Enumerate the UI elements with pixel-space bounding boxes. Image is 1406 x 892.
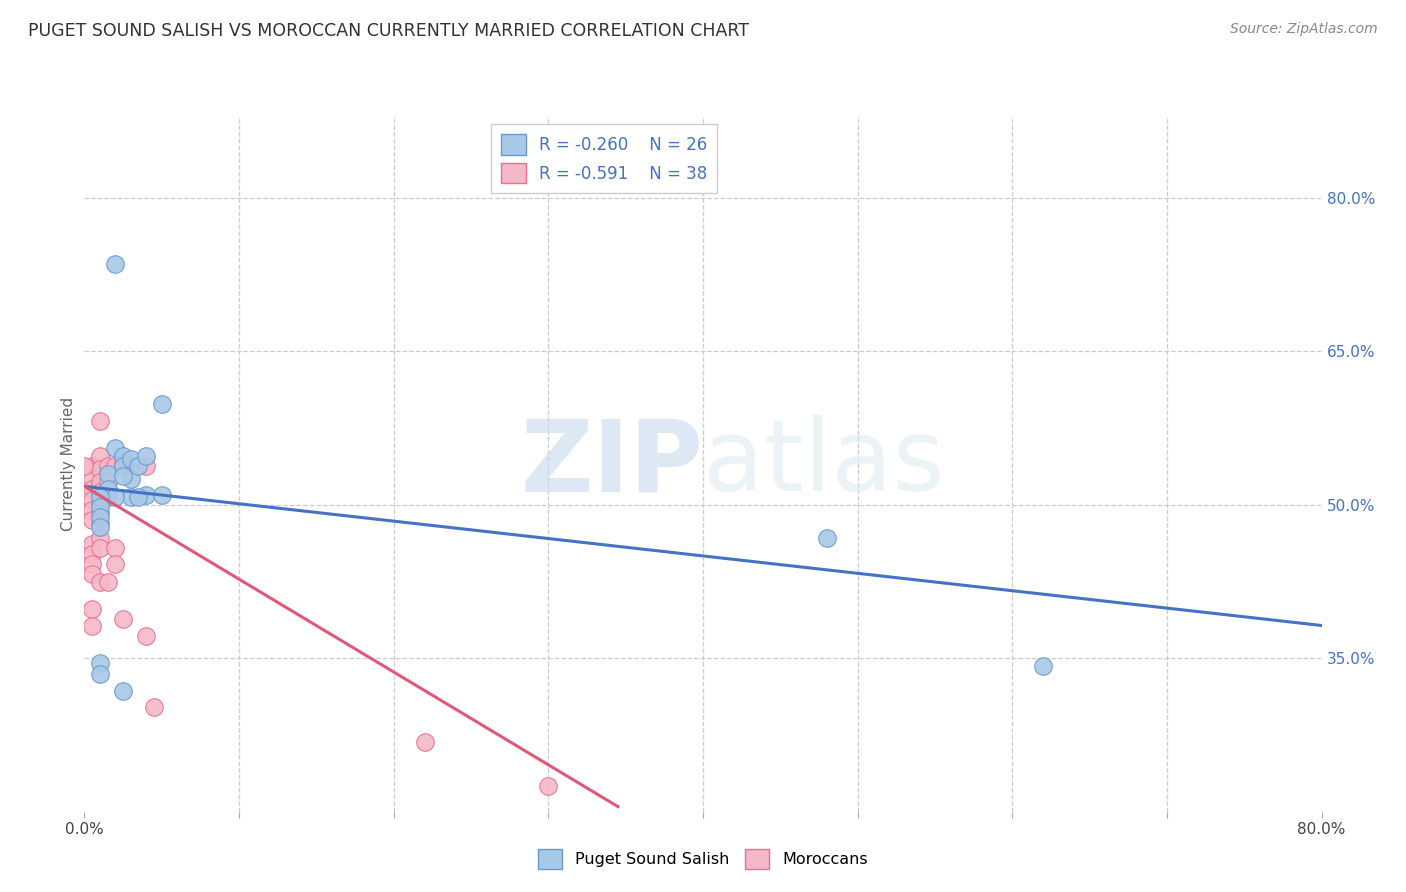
Text: Source: ZipAtlas.com: Source: ZipAtlas.com	[1230, 22, 1378, 37]
Point	[104, 458, 127, 473]
Point	[143, 700, 166, 714]
Point	[82, 503, 104, 517]
Y-axis label: Currently Married: Currently Married	[60, 397, 76, 531]
Point	[82, 567, 104, 582]
Point	[112, 684, 135, 698]
Point	[112, 612, 135, 626]
Point	[120, 472, 142, 486]
Text: atlas: atlas	[703, 416, 945, 512]
Point	[112, 458, 135, 473]
Point	[135, 449, 157, 463]
Point	[135, 629, 157, 643]
Point	[89, 574, 111, 589]
Point	[89, 490, 111, 504]
Point	[82, 602, 104, 616]
Point	[112, 455, 135, 469]
Point	[104, 490, 127, 504]
Point	[97, 574, 120, 589]
Point	[89, 496, 111, 510]
Point	[82, 472, 104, 486]
Point	[89, 414, 111, 428]
Point	[89, 485, 111, 500]
Point	[104, 557, 127, 571]
Text: PUGET SOUND SALISH VS MOROCCAN CURRENTLY MARRIED CORRELATION CHART: PUGET SOUND SALISH VS MOROCCAN CURRENTLY…	[28, 22, 749, 40]
Point	[150, 487, 173, 501]
Point	[89, 541, 111, 555]
Point	[97, 483, 120, 497]
Point	[89, 500, 111, 514]
Point	[89, 506, 111, 520]
Point	[97, 490, 120, 504]
Point	[89, 462, 111, 476]
Point	[89, 510, 111, 524]
Point	[104, 442, 127, 456]
Point	[82, 536, 104, 550]
Point	[120, 451, 142, 466]
Point	[128, 458, 150, 473]
Point	[135, 487, 157, 501]
Point	[73, 458, 96, 473]
Point	[89, 531, 111, 545]
Point	[112, 469, 135, 483]
Text: ZIP: ZIP	[520, 416, 703, 512]
Point	[82, 618, 104, 632]
Point	[89, 520, 111, 534]
Point	[104, 257, 127, 271]
Point	[128, 490, 150, 504]
Point	[89, 657, 111, 671]
Legend: R = -0.260    N = 26, R = -0.591    N = 38: R = -0.260 N = 26, R = -0.591 N = 38	[491, 124, 717, 194]
Point	[120, 490, 142, 504]
Point	[82, 547, 104, 561]
Point	[89, 516, 111, 531]
Point	[89, 449, 111, 463]
Point	[413, 735, 436, 749]
Point	[82, 458, 104, 473]
Point	[104, 541, 127, 555]
Point	[97, 467, 120, 481]
Point	[1032, 659, 1054, 673]
Point	[97, 475, 120, 490]
Point	[82, 483, 104, 497]
Point	[815, 531, 838, 545]
Point	[97, 458, 120, 473]
Point	[89, 666, 111, 681]
Point	[89, 475, 111, 490]
Point	[150, 397, 173, 411]
Point	[82, 492, 104, 507]
Point	[112, 449, 135, 463]
Point	[135, 458, 157, 473]
Point	[82, 513, 104, 527]
Point	[537, 779, 560, 793]
Legend: Puget Sound Salish, Moroccans: Puget Sound Salish, Moroccans	[531, 843, 875, 875]
Point	[82, 557, 104, 571]
